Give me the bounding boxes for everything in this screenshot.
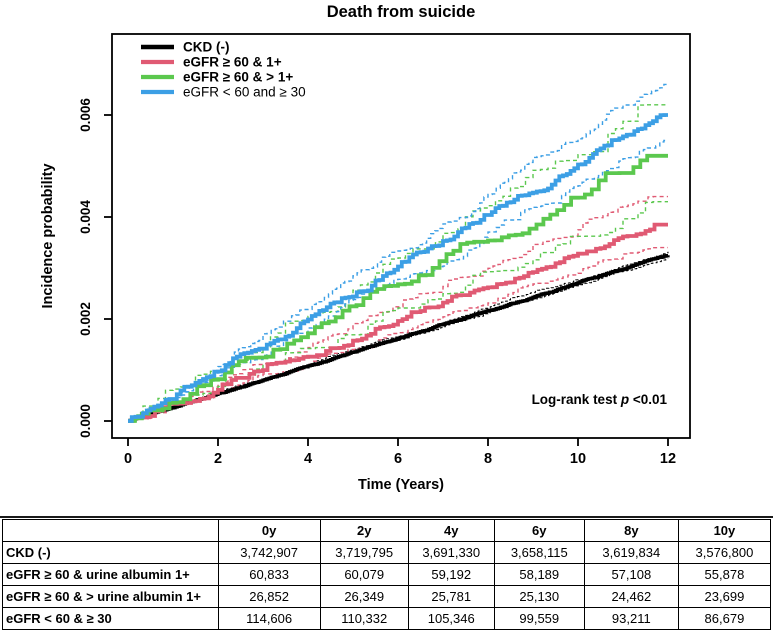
x-tick-label: 4 [304,451,312,467]
risk-count-cell: 23,699 [677,585,772,608]
legend-label-egfr60-gt1plus: eGFR ≥ 60 & > 1+ [183,70,293,85]
risk-count-cell: 3,742,907 [217,541,321,564]
col-header-0y: 0y [217,519,321,542]
ci-lower-series-1 [128,246,668,422]
risk-count-cell: 3,576,800 [677,541,772,564]
y-tick-label: 0.004 [78,200,93,234]
ci-lower-series-3 [128,139,668,422]
risk-count-cell: 3,691,330 [407,541,495,564]
incidence-chart: Death from suicide Incidence probability… [40,3,691,493]
x-tick-label: 12 [660,451,676,467]
col-header-4y: 4y [407,519,495,542]
curve-series-1 [128,222,668,423]
risk-count-cell: 114,606 [217,607,321,630]
table-row: eGFR ≥ 60 & urine albumin 1+ 60,833 60,079… [2,563,772,586]
risk-table-wrap: 0y 2y 4y 6y 8y 10y CKD (-) 3,742,907 3,719,795 3… [2,519,772,630]
log-rank-prefix: Log-rank test [532,392,621,407]
risk-count-cell: 93,211 [583,607,679,630]
axis-ticks: 0 2 4 6 8 10 12 0.000 0.002 0.004 0.006 [78,98,676,467]
risk-count-cell: 24,462 [583,585,679,608]
log-rank-p: p [620,392,629,407]
x-tick-label: 8 [484,451,492,467]
risk-count-cell: 55,878 [677,563,772,586]
col-header-10y: 10y [677,519,772,542]
row-label-2: eGFR ≥ 60 & > urine albumin 1+ [2,585,219,608]
ci-upper-series-3 [128,83,668,422]
ci-upper-series-2 [128,104,668,422]
table-corner-cell [2,519,219,542]
col-header-8y: 8y [583,519,679,542]
risk-count-cell: 58,189 [493,563,585,586]
x-tick-label: 2 [214,451,222,467]
risk-count-cell: 86,679 [677,607,772,630]
y-axis-label: Incidence probability [40,163,56,308]
log-rank-annotation: Log-rank test p <0.01 [532,392,668,407]
legend-label-egfr60-1plus: eGFR ≥ 60 & 1+ [183,55,282,70]
col-header-2y: 2y [319,519,409,542]
risk-count-cell: 3,658,115 [493,541,585,564]
risk-count-cell: 26,349 [319,585,409,608]
y-tick-label: 0.002 [78,302,93,336]
risk-count-cell: 3,719,795 [319,541,409,564]
legend-label-egfr-lt60: eGFR < 60 and ≥ 30 [183,85,306,100]
risk-count-cell: 110,332 [319,607,409,630]
risk-count-cell: 60,079 [319,563,409,586]
plot-frame [111,33,691,439]
chart-title: Death from suicide [327,3,476,21]
legend-item-ckd: CKD (-) [141,40,230,55]
legend-item-egfr-lt60: eGFR < 60 and ≥ 30 [141,85,306,100]
row-label-0: CKD (-) [2,541,219,564]
row-label-1: eGFR ≥ 60 & urine albumin 1+ [2,563,219,586]
table-header-row: 0y 2y 4y 6y 8y 10y [2,519,772,542]
risk-count-cell: 59,192 [407,563,495,586]
curve-series-2 [128,153,668,423]
risk-count-cell: 57,108 [583,563,679,586]
x-tick-label: 6 [394,451,402,467]
x-axis-label: Time (Years) [358,477,444,493]
legend-item-egfr60-gt1plus: eGFR ≥ 60 & > 1+ [141,70,293,85]
risk-count-cell: 26,852 [217,585,321,608]
risk-count-cell: 99,559 [493,607,585,630]
numbers-at-risk-table: 0y 2y 4y 6y 8y 10y CKD (-) 3,742,907 3,719,795 3… [2,519,772,630]
x-tick-label: 10 [570,451,586,467]
incidence-curves [128,83,670,423]
table-row: eGFR ≥ 60 & > urine albumin 1+ 26,852 26,3… [2,585,772,608]
risk-count-cell: 105,346 [407,607,495,630]
table-row: CKD (-) 3,742,907 3,719,795 3,691,330 3,658,… [2,541,772,564]
row-label-3: eGFR < 60 & ≥ 30 [2,607,219,630]
ci-lower-series-2 [128,201,668,422]
y-tick-label: 0.000 [78,404,93,438]
col-header-6y: 6y [493,519,585,542]
risk-count-cell: 60,833 [217,563,321,586]
log-rank-suffix: <0.01 [629,392,667,407]
figure-table-divider [0,516,773,518]
x-tick-label: 0 [124,451,132,467]
curve-series-3 [128,113,668,423]
risk-count-cell: 3,619,834 [583,541,679,564]
legend-label-ckd: CKD (-) [183,40,230,55]
risk-count-cell: 25,130 [493,585,585,608]
table-row: eGFR < 60 & ≥ 30 114,606 110,332 105,346 99,… [2,607,772,630]
chart-legend: CKD (-) eGFR ≥ 60 & 1+ eGFR ≥ 60 & > 1+ … [141,40,306,100]
legend-item-egfr60-1plus: eGFR ≥ 60 & 1+ [141,55,282,70]
risk-count-cell: 25,781 [407,585,495,608]
y-tick-label: 0.006 [78,98,93,132]
